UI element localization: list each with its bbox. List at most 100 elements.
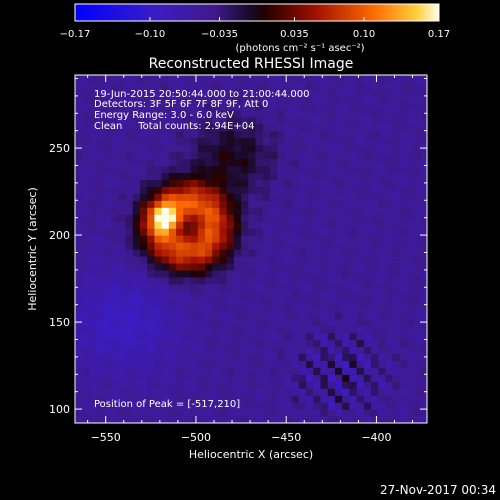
heatmap-cell-254 (111, 388, 119, 396)
heatmap-cell-2437 (421, 158, 427, 167)
heatmap-cell-1740 (320, 137, 329, 146)
heatmap-cell-1354 (269, 388, 278, 396)
heatmap-cell-2395 (414, 102, 423, 111)
heatmap-cell-716 (176, 304, 184, 313)
heatmap-cell-1942 (349, 123, 358, 132)
heatmap-cell-1174 (241, 249, 249, 257)
heatmap-cell-987 (212, 158, 221, 167)
heatmap-cell-2181 (385, 200, 394, 208)
heatmap-cell-2016 (363, 304, 372, 313)
heatmap-cell-1423 (277, 255, 285, 264)
heatmap-cell-1959 (356, 353, 365, 361)
heatmap-cell-1352 (269, 402, 278, 410)
heatmap-cell-726 (176, 235, 184, 243)
heatmap-cell-1999 (356, 75, 365, 83)
heatmap-cell-58 (82, 360, 91, 368)
heatmap-cell-1805 (334, 381, 343, 389)
heatmap-cell-557 (154, 367, 163, 375)
heatmap-cell-1575 (298, 242, 307, 250)
heatmap-cell-1579 (298, 214, 307, 222)
y-tick-label-1: 150 (49, 316, 70, 329)
heatmap-cell-1335 (262, 172, 271, 180)
heatmap-cell-1264 (255, 318, 264, 327)
heatmap-cell-1409 (277, 353, 285, 361)
heatmap-cell-2243 (392, 116, 401, 125)
heatmap-cell-312 (118, 332, 127, 341)
heatmap-cell-1571 (298, 269, 307, 278)
heatmap-cell-28 (75, 221, 83, 229)
heatmap-cell-311 (118, 339, 127, 348)
heatmap-cell-1629 (306, 214, 314, 222)
heatmap-cell-1191 (241, 130, 249, 139)
heatmap-cell-1046 (219, 95, 228, 104)
heatmap-cell-2425 (421, 242, 427, 250)
heatmap-cell-561 (154, 339, 163, 348)
heatmap-cell-1243 (248, 116, 257, 125)
heatmap-cell-874 (197, 249, 206, 257)
heatmap-cell-1208 (248, 360, 257, 368)
heatmap-cell-1087 (226, 158, 235, 167)
heatmap-cell-764 (183, 318, 192, 327)
heatmap-cell-725 (176, 242, 184, 250)
heatmap-cell-1865 (342, 311, 350, 320)
heatmap-cell-1182 (241, 193, 249, 201)
heatmap-cell-2299 (399, 75, 408, 83)
heatmap-cell-1200 (248, 416, 257, 423)
heatmap-cell-1868 (342, 290, 350, 299)
heatmap-cell-860 (197, 346, 206, 354)
heatmap-cell-1680 (313, 207, 322, 215)
heatmap-cell-1978 (356, 221, 365, 229)
heatmap-cell-2441 (421, 130, 427, 139)
heatmap-cell-676 (168, 235, 177, 243)
heatmap-cell-1030 (219, 207, 228, 215)
heatmap-cell-675 (168, 242, 177, 250)
heatmap-cell-1510 (291, 346, 300, 354)
heatmap-cell-1563 (298, 325, 307, 334)
heatmap-cell-483 (139, 186, 148, 194)
heatmap-cell-428 (132, 221, 141, 229)
heatmap-cell-723 (176, 255, 184, 264)
heatmap-cell-1252 (255, 402, 264, 410)
heatmap-cell-383 (125, 186, 134, 194)
heatmap-cell-2032 (363, 193, 372, 201)
heatmap-cell-608 (161, 360, 170, 368)
heatmap-cell-2380 (414, 207, 423, 215)
heatmap-cell-354 (125, 388, 134, 396)
heatmap-cell-294 (111, 109, 119, 118)
heatmap-cell-1866 (342, 304, 350, 313)
heatmap-cell-1691 (313, 130, 322, 139)
heatmap-cell-261 (111, 339, 119, 348)
heatmap-cell-1556 (298, 374, 307, 382)
heatmap-cell-189 (96, 144, 105, 153)
heatmap-cell-793 (183, 116, 192, 125)
heatmap-cell-1401 (277, 409, 285, 417)
heatmap-cell-502 (147, 402, 156, 410)
heatmap-cell-2256 (399, 374, 408, 382)
heatmap-cell-753 (183, 395, 192, 403)
heatmap-cell-1329 (262, 214, 271, 222)
heatmap-cell-1202 (248, 402, 257, 410)
heatmap-cell-2044 (363, 109, 372, 118)
heatmap-cell-921 (204, 269, 213, 278)
heatmap-cell-1672 (313, 262, 322, 271)
heatmap-cell-1569 (298, 283, 307, 292)
heatmap-cell-1735 (320, 172, 329, 180)
heatmap-cell-379 (125, 214, 134, 222)
heatmap-cell-276 (111, 235, 119, 243)
heatmap-cell-1171 (241, 269, 249, 278)
heatmap-cell-1177 (241, 228, 249, 236)
heatmap-cell-1090 (226, 137, 235, 146)
heatmap-cell-19 (75, 283, 83, 292)
heatmap-cell-6 (75, 374, 83, 382)
heatmap-cell-1961 (356, 339, 365, 348)
heatmap-cell-1216 (248, 304, 257, 313)
heatmap-cell-1847 (334, 88, 343, 97)
heatmap-cell-1328 (262, 221, 271, 229)
heatmap-cell-2374 (414, 249, 423, 257)
heatmap-cell-161 (96, 339, 105, 348)
heatmap-cell-94 (82, 109, 91, 118)
heatmap-cell-1696 (313, 95, 322, 104)
heatmap-cell-1420 (277, 276, 285, 285)
heatmap-cell-448 (132, 81, 141, 90)
heatmap-cell-1906 (349, 374, 358, 382)
